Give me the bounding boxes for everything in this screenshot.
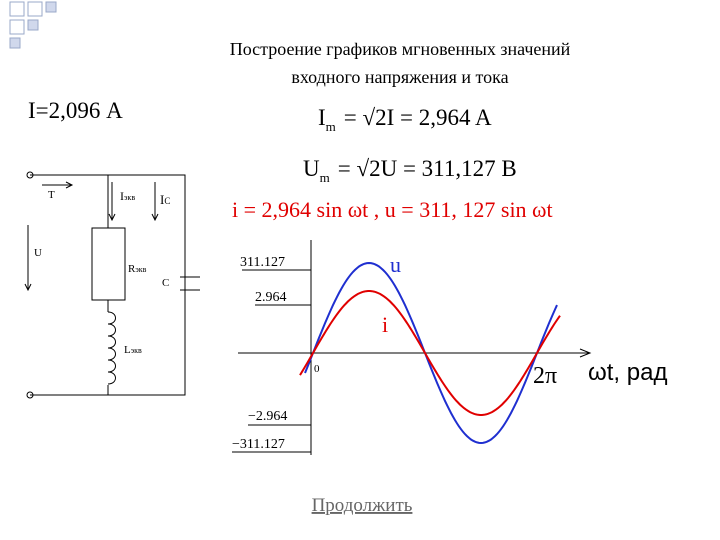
curve-label: i <box>382 312 388 337</box>
curve-u <box>304 261 558 445</box>
label: C <box>164 196 170 206</box>
formula: Um = √2U = 311,127 В <box>303 156 517 185</box>
label: экв <box>131 346 142 355</box>
label: I <box>160 192 164 207</box>
axis-label: ωt, рад <box>588 359 667 386</box>
label: экв <box>124 193 135 202</box>
label: экв <box>135 265 146 274</box>
equation: i = 2,964 sin ωt , u = 311, 127 sin ωt <box>232 197 553 222</box>
title: входного напряжения и тока <box>291 67 508 87</box>
expression: = √2I = 2,964 A <box>344 105 492 130</box>
decoration <box>9 1 57 49</box>
symbol: U <box>303 156 320 181</box>
label: Rэкв <box>128 263 147 275</box>
continue-link[interactable]: Продолжить <box>312 495 413 516</box>
tick-label: 2.964 <box>255 290 287 305</box>
circuit: T U Iэкв IC Rэкв C Lэкв <box>24 171 200 399</box>
label: U <box>34 247 42 259</box>
period-label: 2π <box>533 363 557 389</box>
label: R <box>128 263 136 275</box>
label: Iэкв <box>120 189 135 203</box>
expression: = √2U = 311,127 В <box>338 156 517 181</box>
origin-label: 0 <box>314 363 320 375</box>
subscript: m <box>320 170 330 185</box>
tick-label: 311.127 <box>240 255 285 270</box>
title: Построение графиков мгновенных значений <box>230 39 571 59</box>
curve-label: u <box>390 252 401 277</box>
label: T <box>48 189 55 201</box>
label: I <box>120 189 124 203</box>
curve-i <box>299 290 561 416</box>
plot: 311.127 2.964 −2.964 −311.127 0 2π ωt, р… <box>232 240 667 455</box>
label: IC <box>160 192 170 207</box>
formula: Im = √2I = 2,964 A <box>318 105 492 134</box>
tick-label: −311.127 <box>232 437 285 452</box>
tick-label: −2.964 <box>248 409 287 424</box>
label: Lэкв <box>124 344 142 356</box>
given: I=2,096 А <box>28 98 123 123</box>
symbol: I <box>318 105 326 130</box>
subscript: m <box>326 119 336 134</box>
label: L <box>124 344 131 356</box>
label: C <box>162 277 169 289</box>
